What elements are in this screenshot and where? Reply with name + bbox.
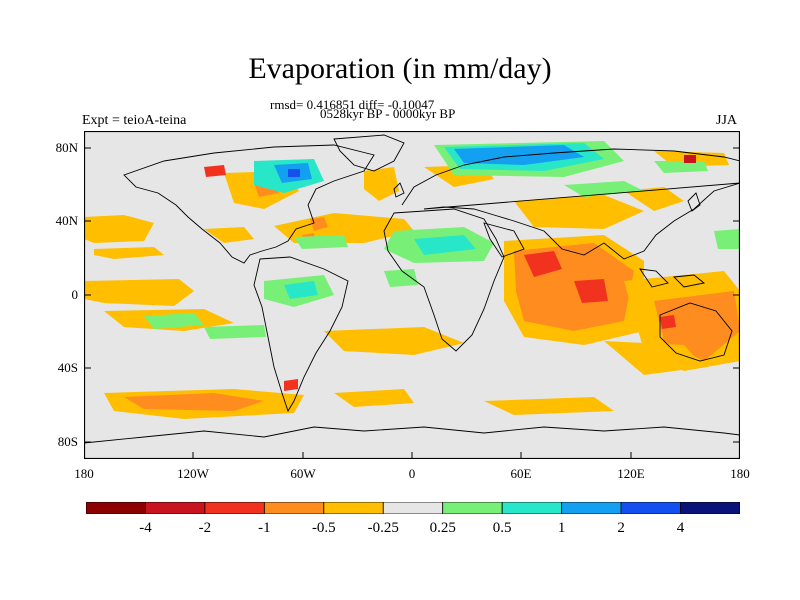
lon-tick-label: 180 xyxy=(730,466,750,481)
colorbar-swatch xyxy=(86,502,146,514)
colorbar xyxy=(86,502,740,514)
coastline-north-america xyxy=(123,144,375,264)
lat-tick-label: 80S xyxy=(57,434,78,449)
anomaly-patch xyxy=(204,325,266,339)
lat-tick-label: 0 xyxy=(71,287,79,302)
anomaly-patch xyxy=(484,397,614,415)
colorbar-swatch xyxy=(501,502,563,514)
lon-tick-label: 180 xyxy=(74,466,94,481)
colorbar-swatch xyxy=(620,502,681,514)
anomaly-patch xyxy=(284,281,318,299)
anomaly-patch xyxy=(604,341,704,375)
lon-tick-label: 120E xyxy=(617,466,645,481)
stats-line: rmsd= 0.416851 diff= -0.10047 xyxy=(270,97,435,112)
anomaly-patch xyxy=(564,181,644,197)
lat-tick-label: 40S xyxy=(57,360,78,375)
anomaly-patch xyxy=(84,215,154,243)
colorbar-tick-label: -4 xyxy=(139,520,152,536)
colorbar-tick-label: -0.25 xyxy=(367,520,399,536)
lat-tick-label: 40N xyxy=(55,213,78,228)
lon-tick-label: 60E xyxy=(510,466,532,481)
anomaly-patches xyxy=(84,141,740,419)
colorbar-tick-label: -0.5 xyxy=(311,520,336,536)
colorbar-tick-label: 2 xyxy=(617,520,625,536)
anomaly-patch xyxy=(574,279,608,303)
anomaly-patch xyxy=(454,145,584,165)
coastline-greenland xyxy=(333,134,405,172)
season-label: JJA xyxy=(716,113,738,128)
colorbar-swatch xyxy=(680,502,740,514)
colorbar-swatch xyxy=(561,502,622,514)
colorbar-swatch xyxy=(442,502,503,514)
anomaly-patch xyxy=(514,195,644,229)
evaporation-map xyxy=(84,131,740,459)
coastline-indonesia xyxy=(639,268,706,288)
lon-tick-label: 0 xyxy=(408,466,416,481)
period-line: 0528kyr BP - 0000kyr BP xyxy=(320,106,456,121)
experiment-label: Expt = teioA-teina xyxy=(82,113,187,128)
colorbar-swatch xyxy=(382,502,444,514)
coastline-arabia xyxy=(483,222,525,258)
tick-marks xyxy=(84,147,740,459)
anomaly-patch xyxy=(288,169,300,177)
anomaly-patch xyxy=(310,217,328,231)
coastline-japan xyxy=(687,192,701,212)
anomaly-patch xyxy=(684,155,696,163)
chart-title: Evaporation (in mm/day) xyxy=(248,52,552,85)
anomaly-patch xyxy=(334,389,414,407)
anomaly-patch xyxy=(84,279,194,306)
coastlines xyxy=(84,134,740,444)
colorbar-tick-label: 4 xyxy=(676,520,685,536)
colorbar-swatch xyxy=(263,502,325,514)
colorbar-swatch xyxy=(145,502,206,514)
anomaly-patch xyxy=(124,393,264,411)
anomaly-patch xyxy=(524,251,562,277)
anomaly-patch xyxy=(364,167,399,201)
lat-tick-label: 80N xyxy=(55,140,78,155)
anomaly-patch xyxy=(204,227,254,243)
coastline-british-isles xyxy=(393,182,405,198)
colorbar-tick-label: 0.5 xyxy=(492,520,512,536)
lon-tick-label: 60W xyxy=(290,466,316,481)
coastline-africa xyxy=(383,208,505,352)
anomaly-patch xyxy=(414,235,476,255)
colorbar-tick-label: -2 xyxy=(198,520,212,536)
colorbar-tick-label: 1 xyxy=(557,520,566,536)
coastline-south-america xyxy=(253,256,349,413)
anomaly-patch xyxy=(204,165,226,177)
anomaly-patch xyxy=(284,379,298,391)
colorbar-swatch xyxy=(323,502,384,514)
anomaly-patch xyxy=(654,161,708,173)
anomaly-patch xyxy=(384,269,418,287)
lon-tick-label: 120W xyxy=(177,466,209,481)
coastline-eurasia xyxy=(401,148,740,260)
coastline-antarctica xyxy=(84,426,740,444)
anomaly-patch xyxy=(660,315,676,329)
colorbar-tick-label: -1 xyxy=(258,520,271,536)
anomaly-patch xyxy=(294,235,348,249)
anomaly-patch xyxy=(94,247,164,259)
colorbar-swatch xyxy=(204,502,265,514)
anomaly-patch xyxy=(624,187,684,211)
anomaly-patch xyxy=(714,229,740,249)
anomaly-patch xyxy=(144,313,204,329)
anomaly-patch xyxy=(324,327,464,355)
colorbar-tick-label: 0.25 xyxy=(429,520,456,536)
coastline-australia xyxy=(659,302,733,362)
